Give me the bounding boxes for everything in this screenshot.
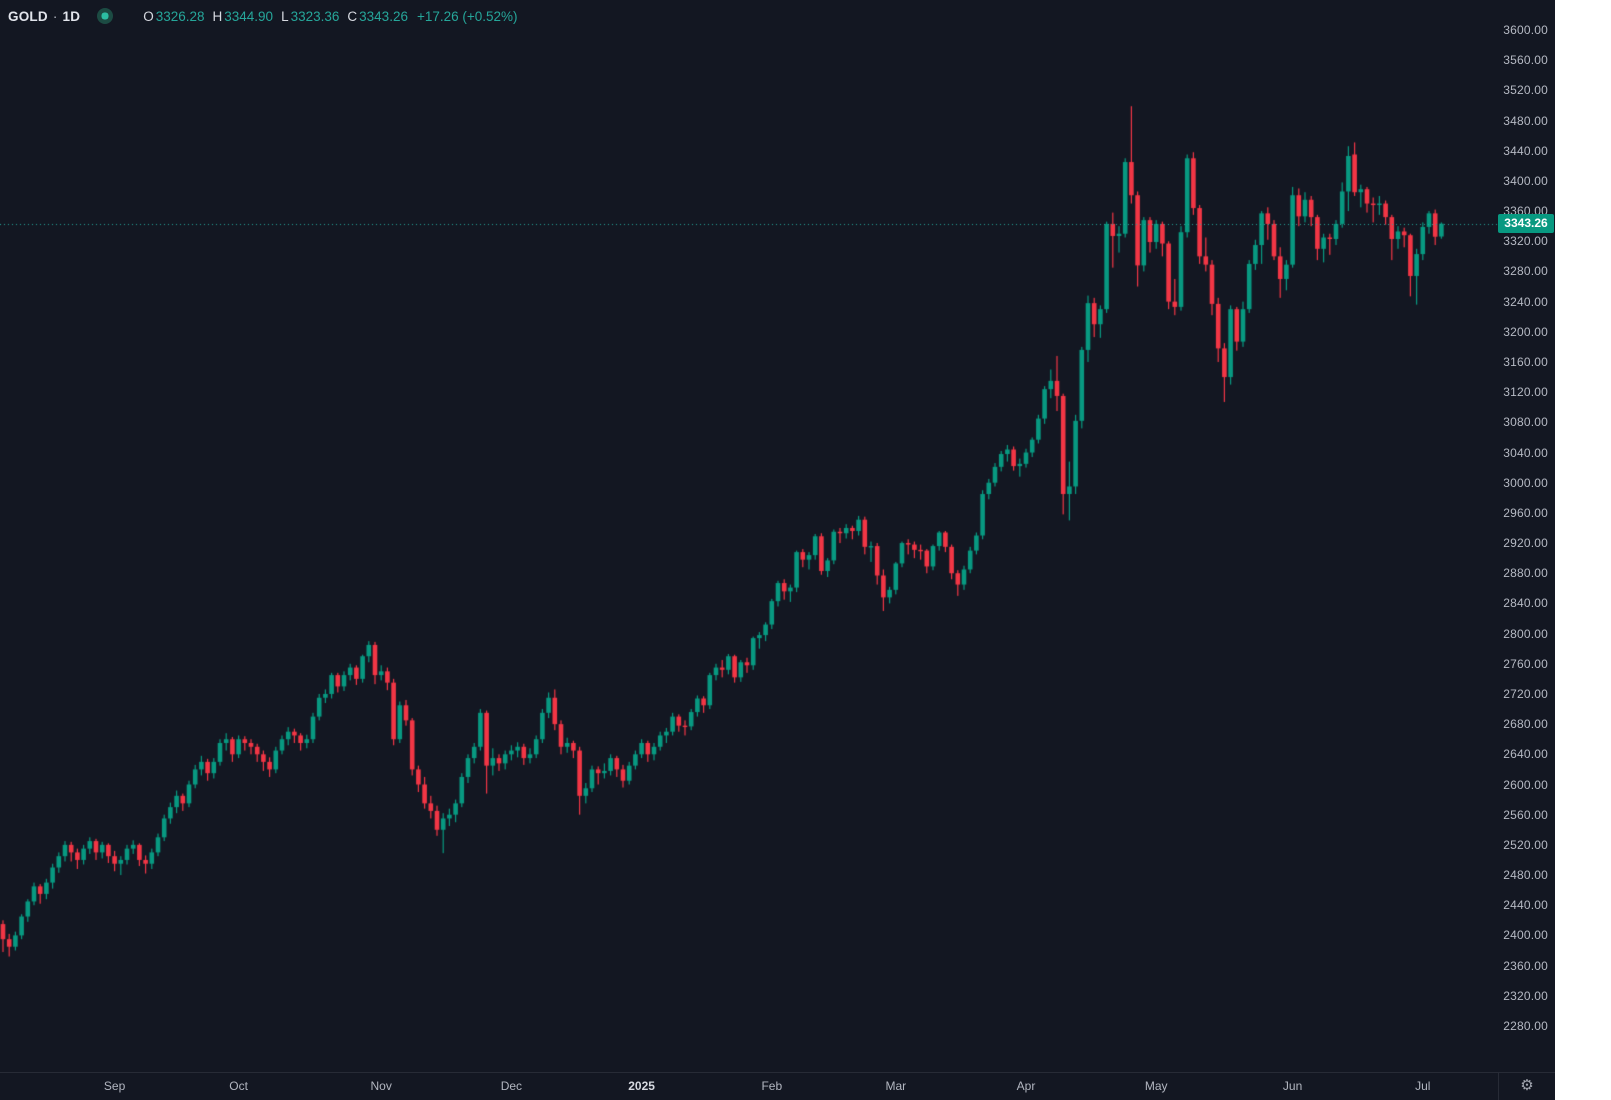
price-tick-label: 3320.00 xyxy=(1503,234,1548,249)
price-tick-label: 3240.00 xyxy=(1503,294,1548,309)
price-tick-label: 2880.00 xyxy=(1503,566,1548,581)
chart-legend: GOLD · 1D O 3326.28 H 3344.90 L 3323.36 C 3343.26… xyxy=(8,7,518,25)
price-tick-label: 3120.00 xyxy=(1503,385,1548,400)
ohlc-field-value: 3344.90 xyxy=(224,8,274,24)
ohlc-readout: O 3326.28 H 3344.90 L 3323.36 C 3343.26 xyxy=(135,9,408,24)
symbol-name: GOLD xyxy=(8,8,48,24)
time-tick-year-label: 2025 xyxy=(628,1079,655,1093)
ohlc-field-label: L xyxy=(281,8,289,24)
price-tick-label: 2680.00 xyxy=(1503,717,1548,732)
time-tick-month-label: May xyxy=(1144,1079,1168,1093)
price-tick-label: 3280.00 xyxy=(1503,264,1548,279)
price-tick-label: 2640.00 xyxy=(1503,747,1548,762)
price-tick-label: 3560.00 xyxy=(1503,53,1548,68)
time-tick-month-label: Apr xyxy=(1016,1079,1036,1093)
time-tick-month-label: Jun xyxy=(1282,1079,1303,1093)
ohlc-field-value: 3323.36 xyxy=(290,8,340,24)
ohlc-field-label: H xyxy=(212,8,223,24)
price-tick-label: 3040.00 xyxy=(1503,445,1548,460)
symbol-title[interactable]: GOLD · 1D xyxy=(8,9,80,24)
price-tick-label: 2360.00 xyxy=(1503,958,1548,973)
change-readout: +17.26 (+0.52%) xyxy=(416,8,518,24)
time-tick-month-label: Oct xyxy=(229,1079,248,1093)
time-tick-month-label: Dec xyxy=(500,1079,523,1093)
price-tick-label: 2320.00 xyxy=(1503,988,1548,1003)
time-tick-month-label: Nov xyxy=(370,1079,392,1093)
price-tick-label: 3080.00 xyxy=(1503,415,1548,430)
price-tick-label: 2920.00 xyxy=(1503,536,1548,551)
price-tick-label: 2760.00 xyxy=(1503,656,1548,671)
axis-settings-gear-icon[interactable]: ⚙ xyxy=(1520,1077,1534,1094)
price-tick-label: 2720.00 xyxy=(1503,686,1548,701)
price-tick-label: 3440.00 xyxy=(1503,143,1548,158)
price-tick-label: 2600.00 xyxy=(1503,777,1548,792)
price-tick-label: 2560.00 xyxy=(1503,807,1548,822)
price-tick-label: 2280.00 xyxy=(1503,1018,1548,1033)
price-tick-label: 3480.00 xyxy=(1503,113,1548,128)
last-price-badge: 3343.26 xyxy=(1498,214,1554,234)
market-status-dot-icon[interactable] xyxy=(97,8,114,24)
price-tick-label: 3200.00 xyxy=(1503,324,1548,339)
ohlc-field-value: 3326.28 xyxy=(155,8,205,24)
price-tick-label: 2400.00 xyxy=(1503,928,1548,943)
price-tick-label: 3000.00 xyxy=(1503,475,1548,490)
time-tick-month-label: Mar xyxy=(885,1079,907,1093)
axis-corner-divider xyxy=(1498,1073,1499,1100)
time-tick-month-label: Feb xyxy=(761,1079,783,1093)
chart-pane: GOLD · 1D O 3326.28 H 3344.90 L 3323.36 C 3343.26… xyxy=(0,0,1555,1100)
time-tick-month-label: Jul xyxy=(1415,1079,1431,1093)
time-tick-month-label: Sep xyxy=(103,1079,126,1093)
ohlc-field-label: C xyxy=(347,8,358,24)
price-tick-label: 3520.00 xyxy=(1503,83,1548,98)
interval-label: 1D xyxy=(62,8,81,24)
price-tick-label: 2800.00 xyxy=(1503,626,1548,641)
price-tick-label: 3160.00 xyxy=(1503,354,1548,369)
browser-scrollbar[interactable] xyxy=(1555,0,1611,1100)
ohlc-field-label: O xyxy=(143,8,154,24)
price-tick-label: 3600.00 xyxy=(1503,23,1548,37)
price-tick-label: 2440.00 xyxy=(1503,898,1548,913)
symbol-interval-separator: · xyxy=(52,8,58,24)
price-tick-label: 3400.00 xyxy=(1503,173,1548,188)
time-axis[interactable]: ⚙ Sep Oct Nov Dec 2025 Feb Mar Apr May Jun Jul xyxy=(0,1072,1555,1100)
price-tick-label: 2520.00 xyxy=(1503,837,1548,852)
price-tick-label: 2480.00 xyxy=(1503,868,1548,883)
candlestick-chart[interactable] xyxy=(0,0,1498,1072)
ohlc-field-value: 3343.26 xyxy=(359,8,408,24)
price-tick-label: 2840.00 xyxy=(1503,596,1548,611)
price-tick-label: 2960.00 xyxy=(1503,505,1548,520)
price-axis[interactable]: 3600.00 3560.00 3520.00 3480.00 3440.00 3400.… xyxy=(1498,0,1555,1072)
